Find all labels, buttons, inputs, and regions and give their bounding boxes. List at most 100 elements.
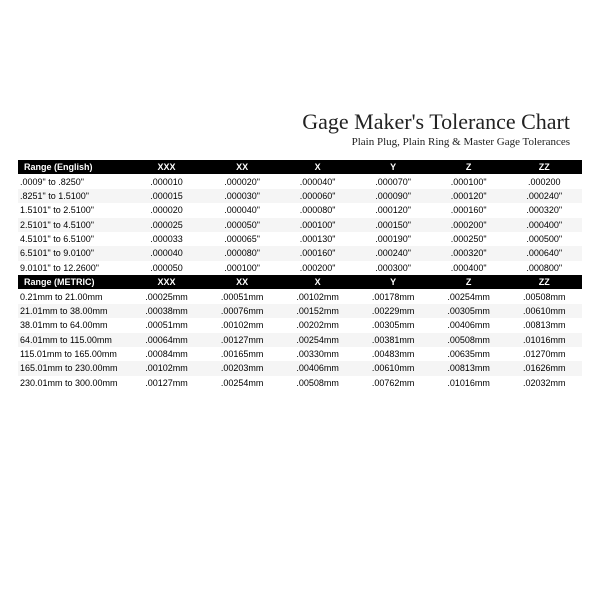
table-row: 115.01mm to 165.00mm.00084mm.00165mm.003… bbox=[18, 347, 582, 361]
tolerance-cell: .00610mm bbox=[506, 304, 582, 318]
tolerance-cell: .00305mm bbox=[355, 318, 431, 332]
tolerance-cell: .00038mm bbox=[129, 304, 205, 318]
tolerance-cell: .00406mm bbox=[280, 361, 356, 375]
table-row: 64.01mm to 115.00mm.00064mm.00127mm.0025… bbox=[18, 333, 582, 347]
tolerance-cell: .000160" bbox=[280, 246, 356, 260]
table-row: 165.01mm to 230.00mm.00102mm.00203mm.004… bbox=[18, 361, 582, 375]
tolerance-cell: .000800" bbox=[506, 261, 582, 275]
tolerance-cell: .00508mm bbox=[431, 333, 507, 347]
table-row: 6.5101" to 9.0100".000040.000080".000160… bbox=[18, 246, 582, 260]
range-cell: 165.01mm to 230.00mm bbox=[18, 361, 129, 375]
tolerance-cell: .000120" bbox=[431, 189, 507, 203]
table-row: 2.5101" to 4.5100".000025.000050".000100… bbox=[18, 218, 582, 232]
table-row: 230.01mm to 300.00mm.00127mm.00254mm.005… bbox=[18, 376, 582, 390]
range-cell: 9.0101" to 12.2600" bbox=[18, 261, 129, 275]
col-header-z: Z bbox=[431, 160, 507, 174]
tolerance-cell: .000240" bbox=[506, 189, 582, 203]
tolerance-cell: .000025 bbox=[129, 218, 205, 232]
range-cell: .0009" to .8250" bbox=[18, 174, 129, 188]
col-header-zz: ZZ bbox=[506, 160, 582, 174]
tolerance-cell: .000120" bbox=[355, 203, 431, 217]
canvas: Gage Maker's Tolerance Chart Plain Plug,… bbox=[0, 0, 600, 600]
range-cell: 21.01mm to 38.00mm bbox=[18, 304, 129, 318]
col-header-x: X bbox=[280, 275, 356, 289]
tolerance-cell: .000400" bbox=[431, 261, 507, 275]
tolerance-cell: .00305mm bbox=[431, 304, 507, 318]
tolerance-cell: .00127mm bbox=[129, 376, 205, 390]
metric-header-row: Range (METRIC) XXX XX X Y Z ZZ bbox=[18, 275, 582, 289]
tolerance-cell: .00203mm bbox=[204, 361, 280, 375]
tolerance-cell: .00762mm bbox=[355, 376, 431, 390]
tolerance-cell: .000200 bbox=[506, 174, 582, 188]
table-row: 4.5101" to 6.5100".000033.000065".000130… bbox=[18, 232, 582, 246]
metric-tolerance-table: Range (METRIC) XXX XX X Y Z ZZ 0.21mm to… bbox=[18, 275, 582, 390]
tolerance-cell: .000130" bbox=[280, 232, 356, 246]
tolerance-cell: .000300" bbox=[355, 261, 431, 275]
tolerance-cell: .000040" bbox=[204, 203, 280, 217]
tolerance-cell: .000033 bbox=[129, 232, 205, 246]
tolerance-cell: .000020 bbox=[129, 203, 205, 217]
col-header-y: Y bbox=[355, 275, 431, 289]
tolerance-cell: .000070" bbox=[355, 174, 431, 188]
tolerance-cell: .00084mm bbox=[129, 347, 205, 361]
tolerance-cell: .000160" bbox=[431, 203, 507, 217]
tolerance-cell: .01016mm bbox=[506, 333, 582, 347]
range-cell: .8251" to 1.5100" bbox=[18, 189, 129, 203]
tolerance-cell: .000060" bbox=[280, 189, 356, 203]
tolerance-cell: .000050 bbox=[129, 261, 205, 275]
table-row: 0.21mm to 21.00mm.00025mm.00051mm.00102m… bbox=[18, 289, 582, 303]
english-header-row: Range (English) XXX XX X Y Z ZZ bbox=[18, 160, 582, 174]
range-cell: 4.5101" to 6.5100" bbox=[18, 232, 129, 246]
tolerance-cell: .000080" bbox=[280, 203, 356, 217]
tolerance-cell: .00254mm bbox=[204, 376, 280, 390]
tolerance-cell: .00381mm bbox=[355, 333, 431, 347]
metric-range-header: Range (METRIC) bbox=[18, 275, 129, 289]
table-row: 1.5101" to 2.5100".000020.000040".000080… bbox=[18, 203, 582, 217]
tolerance-cell: .00051mm bbox=[129, 318, 205, 332]
tolerance-cell: .000100" bbox=[431, 174, 507, 188]
range-cell: 38.01mm to 64.00mm bbox=[18, 318, 129, 332]
tolerance-cell: .00406mm bbox=[431, 318, 507, 332]
tolerance-cell: .000200" bbox=[431, 218, 507, 232]
tolerance-cell: .000065" bbox=[204, 232, 280, 246]
table-row: 21.01mm to 38.00mm.00038mm.00076mm.00152… bbox=[18, 304, 582, 318]
tolerance-cell: .000080" bbox=[204, 246, 280, 260]
tolerance-cell: .00102mm bbox=[280, 289, 356, 303]
col-header-xx: XX bbox=[204, 275, 280, 289]
range-cell: 230.01mm to 300.00mm bbox=[18, 376, 129, 390]
col-header-y: Y bbox=[355, 160, 431, 174]
tolerance-cell: .00076mm bbox=[204, 304, 280, 318]
tolerance-cell: .00330mm bbox=[280, 347, 356, 361]
metric-body: 0.21mm to 21.00mm.00025mm.00051mm.00102m… bbox=[18, 289, 582, 390]
tolerance-cell: .00813mm bbox=[506, 318, 582, 332]
tolerance-cell: .000030" bbox=[204, 189, 280, 203]
tolerance-cell: .00254mm bbox=[280, 333, 356, 347]
tolerance-cell: .000040 bbox=[129, 246, 205, 260]
tolerance-cell: .000010 bbox=[129, 174, 205, 188]
tolerance-cell: .01016mm bbox=[431, 376, 507, 390]
tolerance-cell: .00127mm bbox=[204, 333, 280, 347]
english-body: .0009" to .8250".000010.000020" .000040".… bbox=[18, 174, 582, 275]
tolerance-cell: .00229mm bbox=[355, 304, 431, 318]
tolerance-cell: .00202mm bbox=[280, 318, 356, 332]
tolerance-cell: .000050" bbox=[204, 218, 280, 232]
tolerance-cell: .00025mm bbox=[129, 289, 205, 303]
tolerance-table-wrap: Range (English) XXX XX X Y Z ZZ .0009" t… bbox=[18, 160, 582, 390]
tolerance-cell: .00102mm bbox=[204, 318, 280, 332]
range-cell: 64.01mm to 115.00mm bbox=[18, 333, 129, 347]
range-cell: 6.5101" to 9.0100" bbox=[18, 246, 129, 260]
title-block: Gage Maker's Tolerance Chart Plain Plug,… bbox=[302, 110, 570, 148]
tolerance-cell: .000200" bbox=[280, 261, 356, 275]
tolerance-cell: .000020" bbox=[204, 174, 280, 188]
tolerance-cell: .00051mm bbox=[204, 289, 280, 303]
tolerance-cell: .000090" bbox=[355, 189, 431, 203]
english-tolerance-table: Range (English) XXX XX X Y Z ZZ .0009" t… bbox=[18, 160, 582, 275]
range-cell: 1.5101" to 2.5100" bbox=[18, 203, 129, 217]
col-header-xxx: XXX bbox=[129, 275, 205, 289]
tolerance-cell: .000640" bbox=[506, 246, 582, 260]
tolerance-cell: .000100" bbox=[280, 218, 356, 232]
tolerance-cell: .01270mm bbox=[506, 347, 582, 361]
table-row: 38.01mm to 64.00mm.00051mm.00102mm.00202… bbox=[18, 318, 582, 332]
col-header-zz: ZZ bbox=[506, 275, 582, 289]
table-row: .8251" to 1.5100".000015.000030".000060"… bbox=[18, 189, 582, 203]
